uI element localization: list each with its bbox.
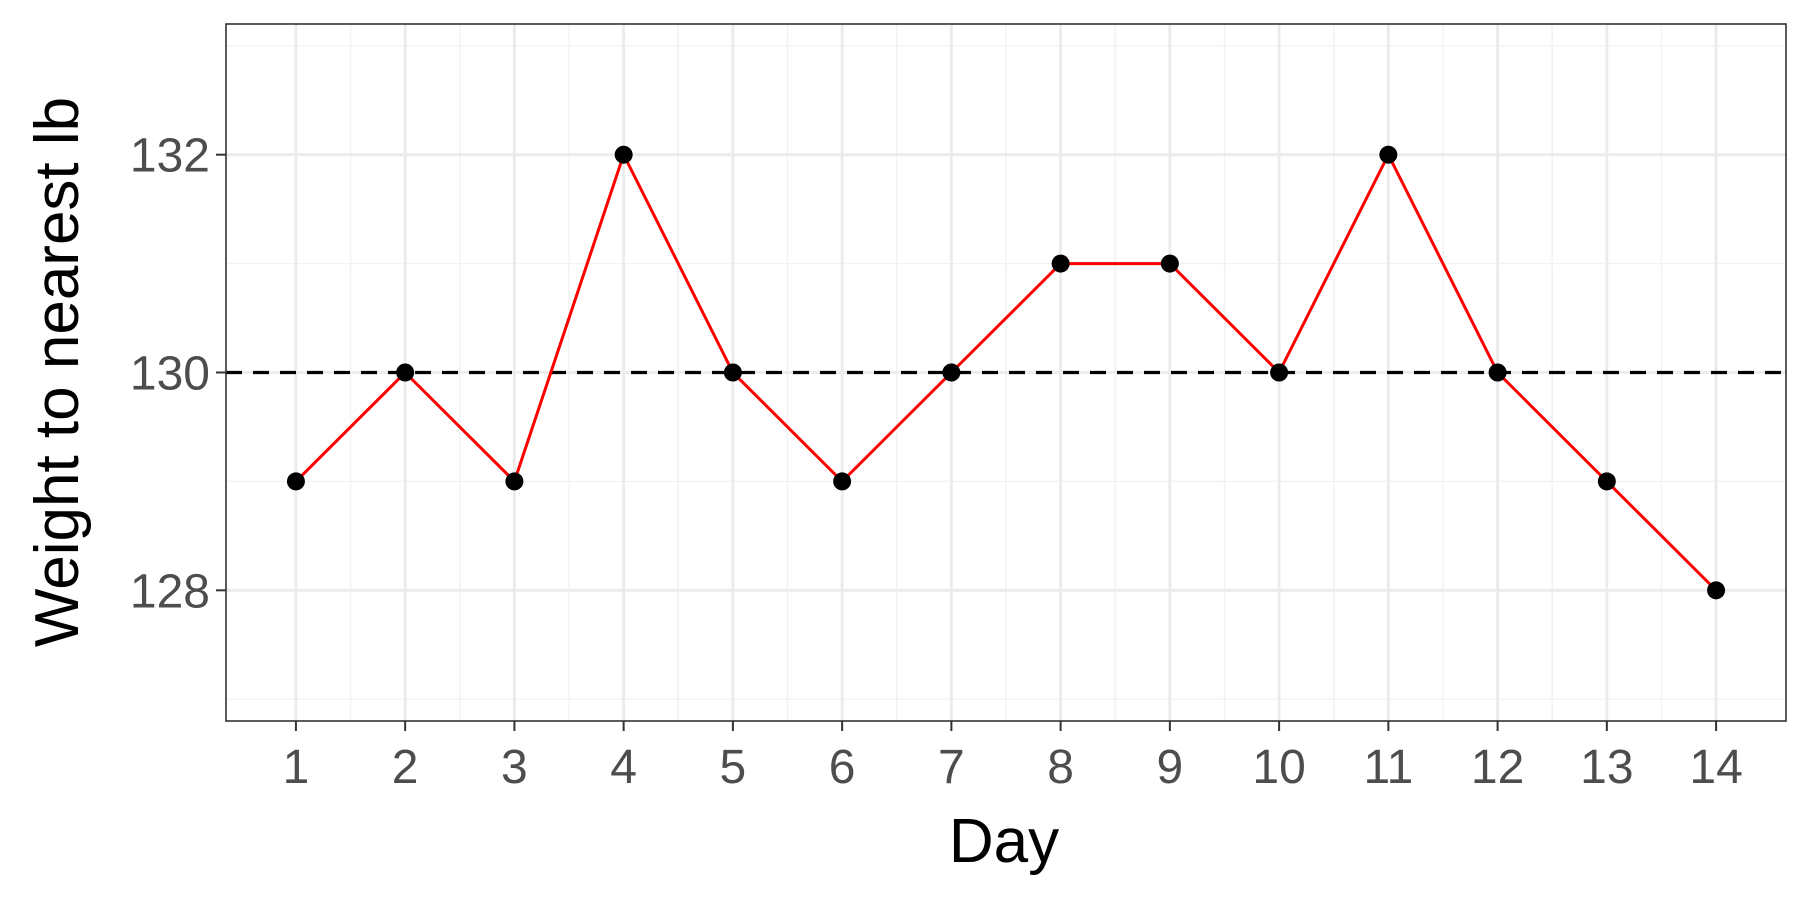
data-point [614, 145, 633, 164]
data-point [1488, 363, 1507, 382]
x-tick-label: 2 [392, 741, 419, 794]
data-point [723, 363, 742, 382]
x-tick-label: 6 [829, 741, 856, 794]
x-tick-label: 12 [1471, 741, 1524, 794]
x-tick-label: 5 [720, 741, 747, 794]
data-point [1270, 363, 1289, 382]
data-point [286, 472, 305, 491]
y-tick-label: 130 [130, 348, 210, 401]
y-axis: 128 130 132 [130, 130, 226, 618]
x-tick-label: 14 [1689, 741, 1742, 794]
data-point [942, 363, 961, 382]
x-tick-label: 10 [1252, 741, 1305, 794]
data-point [1160, 254, 1179, 273]
y-tick-label: 128 [130, 565, 210, 618]
data-point [505, 472, 524, 491]
data-point [833, 472, 852, 491]
series-layer [286, 145, 1726, 600]
x-tick-label: 13 [1580, 741, 1633, 794]
x-tick-label: 8 [1047, 741, 1074, 794]
x-tick-label: 3 [501, 741, 528, 794]
data-point [396, 363, 415, 382]
x-tick-label: 9 [1157, 741, 1184, 794]
series-line [294, 153, 1718, 592]
x-axis-title: Day [949, 807, 1059, 876]
y-axis-title: Weight to nearest lb [23, 97, 92, 647]
y-tick-label: 132 [130, 130, 210, 183]
x-tick-label: 1 [283, 741, 310, 794]
x-tick-label: 11 [1363, 741, 1413, 794]
data-point [1597, 472, 1616, 491]
data-point [1379, 145, 1398, 164]
data-point [1707, 581, 1726, 600]
x-tick-label: 4 [610, 741, 637, 794]
x-tick-label: 7 [938, 741, 965, 794]
data-point [1051, 254, 1070, 273]
x-axis: 1 2 3 4 5 6 7 8 9 10 11 12 13 14 [283, 721, 1743, 794]
